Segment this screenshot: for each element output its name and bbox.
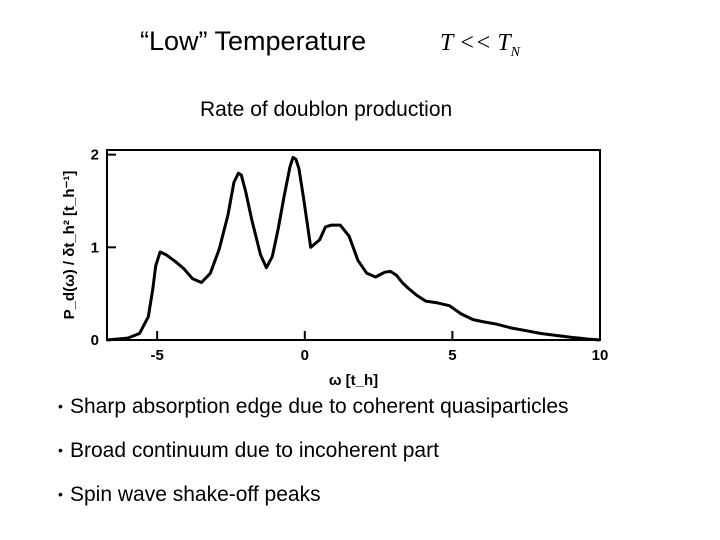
x-tick-label: 10 bbox=[592, 347, 609, 364]
bullet-dot-icon: • bbox=[58, 442, 63, 458]
bullet-text: Sharp absorption edge due to coherent qu… bbox=[70, 395, 569, 418]
y-tick-label: 1 bbox=[91, 239, 99, 256]
condition-op: << bbox=[458, 30, 492, 56]
plot-frame bbox=[106, 149, 601, 341]
y-tick-label: 2 bbox=[91, 147, 99, 164]
series-line bbox=[106, 155, 601, 342]
doublon-production-chart: -5 0 5 10 0 1 2 ω [t_h] P_d(ω) / δt_h² [t_h⁻¹] bbox=[61, 147, 609, 389]
bullet-item: • Broad continuum due to incoherent part bbox=[58, 439, 439, 463]
x-tick-label: 5 bbox=[448, 347, 456, 364]
x-tick-label: 0 bbox=[301, 347, 309, 364]
bullet-item: • Sharp absorption edge due to coherent q… bbox=[58, 395, 569, 419]
bullet-dot-icon: • bbox=[58, 398, 63, 414]
condition-rhs-sub: N bbox=[510, 44, 521, 60]
y-tick-label: 0 bbox=[91, 332, 99, 349]
x-tick-label: -5 bbox=[151, 347, 164, 364]
slide-title: “Low” Temperature bbox=[140, 26, 367, 56]
bullet-text: Spin wave shake-off peaks bbox=[70, 483, 321, 506]
bullet-item: • Spin wave shake-off peaks bbox=[58, 483, 321, 507]
y-axis-label: P_d(ω) / δt_h² [t_h⁻¹] bbox=[61, 171, 78, 320]
temperature-condition: T << TN bbox=[440, 30, 520, 61]
condition-rhs: T bbox=[497, 30, 511, 56]
bullet-text: Broad continuum due to incoherent part bbox=[70, 439, 439, 462]
condition-lhs: T bbox=[440, 30, 453, 56]
chart-subtitle: Rate of doublon production bbox=[200, 98, 453, 121]
bullet-dot-icon: • bbox=[58, 486, 63, 502]
x-axis-label: ω [t_h] bbox=[329, 372, 378, 389]
